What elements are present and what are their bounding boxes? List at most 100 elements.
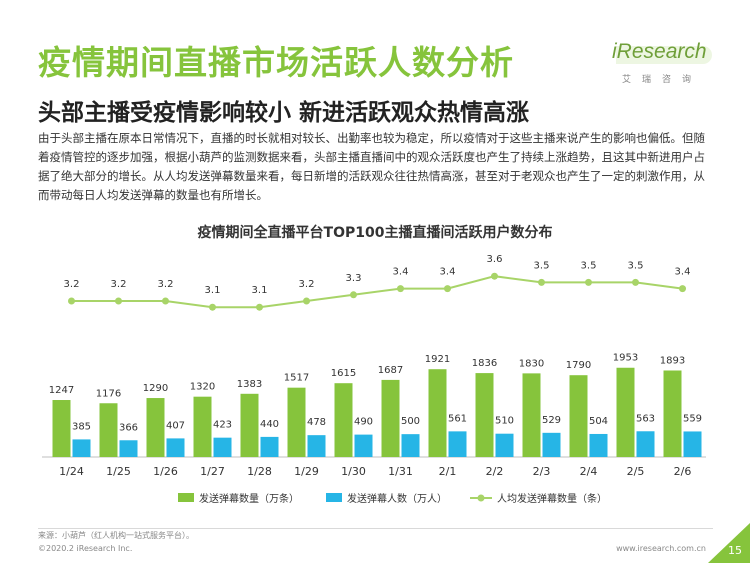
- bar-senders-label: 490: [354, 417, 373, 428]
- bar-messages-label: 1953: [613, 353, 638, 364]
- bar-senders-label: 385: [72, 421, 91, 432]
- x-tick-label: 1/24: [59, 465, 84, 478]
- iresearch-logo: iResearch 艾瑞咨询: [612, 40, 712, 90]
- x-tick-label: 1/30: [341, 465, 366, 478]
- bar-senders-label: 563: [636, 413, 655, 424]
- x-tick-label: 1/28: [247, 465, 272, 478]
- bar-messages-label: 1790: [566, 360, 591, 371]
- bar-messages: [52, 400, 71, 457]
- bar-senders: [636, 431, 655, 457]
- bar-messages: [381, 379, 400, 457]
- line-point-label: 3.1: [252, 285, 268, 296]
- line-point: [585, 278, 592, 286]
- bar-senders: [589, 433, 608, 457]
- bar-messages-label: 1290: [143, 383, 168, 394]
- bar-senders: [72, 439, 91, 457]
- bar-messages-label: 1517: [284, 373, 309, 384]
- bar-messages: [522, 373, 541, 457]
- bar-messages-label: 1836: [472, 358, 497, 369]
- line-point: [68, 297, 75, 305]
- line-point-label: 3.4: [440, 267, 456, 278]
- bar-messages: [334, 383, 353, 457]
- chart-title: 疫情期间全直播平台TOP100主播直播间活跃用户数分布: [197, 225, 553, 241]
- line-point-label: 3.1: [205, 285, 221, 296]
- line-point: [256, 303, 263, 311]
- line-point: [115, 297, 122, 305]
- line-point: [397, 285, 404, 293]
- line-point: [350, 291, 357, 299]
- bar-senders-label: 366: [119, 422, 138, 433]
- bar-messages-label: 1615: [331, 368, 356, 379]
- legend-label-per-capita: 人均发送弹幕数量（条）: [497, 492, 607, 505]
- line-point: [491, 272, 498, 280]
- line-point: [162, 297, 169, 305]
- bar-messages: [663, 370, 682, 457]
- bar-messages: [616, 367, 635, 457]
- page-number: 15: [728, 544, 742, 557]
- bar-messages: [99, 403, 118, 457]
- line-point: [444, 285, 451, 293]
- bar-senders: [166, 438, 185, 457]
- activity-chart: 1247 385 1/24 1176 366 1/25 1290 407 1/26 1320 423…: [42, 254, 706, 505]
- x-tick-label: 2/5: [627, 465, 645, 478]
- line-point: [632, 278, 639, 286]
- x-tick-label: 1/31: [388, 465, 413, 478]
- description-paragraph: 由于头部主播在原本日常情况下，直播的时长就相对较长、出勤率也较为稳定，所以疫情对…: [38, 131, 705, 202]
- corner-decoration: [708, 523, 750, 563]
- line-point-label: 3.5: [534, 260, 550, 271]
- logo-text: iResearch: [612, 40, 707, 63]
- bar-senders: [307, 435, 326, 457]
- bar-messages-label: 1383: [237, 379, 262, 390]
- bar-messages: [193, 396, 212, 457]
- line-point: [303, 297, 310, 305]
- bar-senders-label: 529: [542, 415, 561, 426]
- bar-senders-label: 500: [401, 416, 420, 427]
- bar-senders-label: 504: [589, 416, 608, 427]
- line-point-label: 3.2: [158, 279, 174, 290]
- bar-senders-label: 478: [307, 417, 326, 428]
- bar-senders-label: 561: [448, 413, 467, 424]
- bar-messages: [146, 398, 165, 457]
- bar-senders: [213, 437, 232, 457]
- x-tick-label: 2/6: [674, 465, 692, 478]
- bar-messages: [475, 373, 494, 457]
- bar-messages-label: 1176: [96, 388, 121, 399]
- bar-messages-label: 1830: [519, 358, 544, 369]
- line-point: [679, 285, 686, 293]
- footer-divider: [38, 528, 713, 529]
- bar-messages: [569, 375, 588, 457]
- legend-swatch-messages: [178, 493, 194, 502]
- bar-senders-label: 423: [213, 420, 232, 431]
- line-point: [209, 303, 216, 311]
- bar-senders-label: 510: [495, 416, 514, 427]
- bar-senders: [495, 433, 514, 457]
- line-point-label: 3.5: [628, 260, 644, 271]
- bar-messages-label: 1320: [190, 382, 215, 393]
- bar-messages: [287, 387, 306, 457]
- x-tick-label: 1/29: [294, 465, 319, 478]
- legend-marker-per-capita: [477, 494, 485, 502]
- legend-label-messages: 发送弹幕数量（万条）: [199, 492, 299, 505]
- bar-messages-label: 1921: [425, 354, 450, 365]
- page-title: 疫情期间直播市场活跃人数分析: [38, 43, 514, 82]
- line-point-label: 3.4: [675, 267, 691, 278]
- line-point-label: 3.5: [581, 260, 597, 271]
- source-note: 来源：小葫芦（红人机构一站式服务平台）。: [38, 531, 194, 540]
- bar-messages: [428, 369, 447, 457]
- bar-messages-label: 1247: [49, 385, 74, 396]
- legend-label-senders: 发送弹幕人数（万人）: [347, 492, 447, 505]
- bar-messages-label: 1687: [378, 365, 403, 376]
- x-tick-label: 2/3: [533, 465, 551, 478]
- x-tick-label: 1/25: [106, 465, 131, 478]
- bar-senders-label: 440: [260, 419, 279, 430]
- line-point-label: 3.2: [111, 279, 127, 290]
- x-tick-label: 2/4: [580, 465, 598, 478]
- copyright: ©2020.2 iResearch Inc.: [38, 544, 133, 553]
- x-tick-label: 1/27: [200, 465, 225, 478]
- bar-senders-label: 407: [166, 420, 185, 431]
- bar-senders: [542, 432, 561, 457]
- x-tick-label: 2/2: [486, 465, 504, 478]
- website-url: www.iresearch.com.cn: [616, 544, 706, 553]
- line-per-capita: [71, 275, 683, 309]
- bar-senders-label: 559: [683, 413, 702, 424]
